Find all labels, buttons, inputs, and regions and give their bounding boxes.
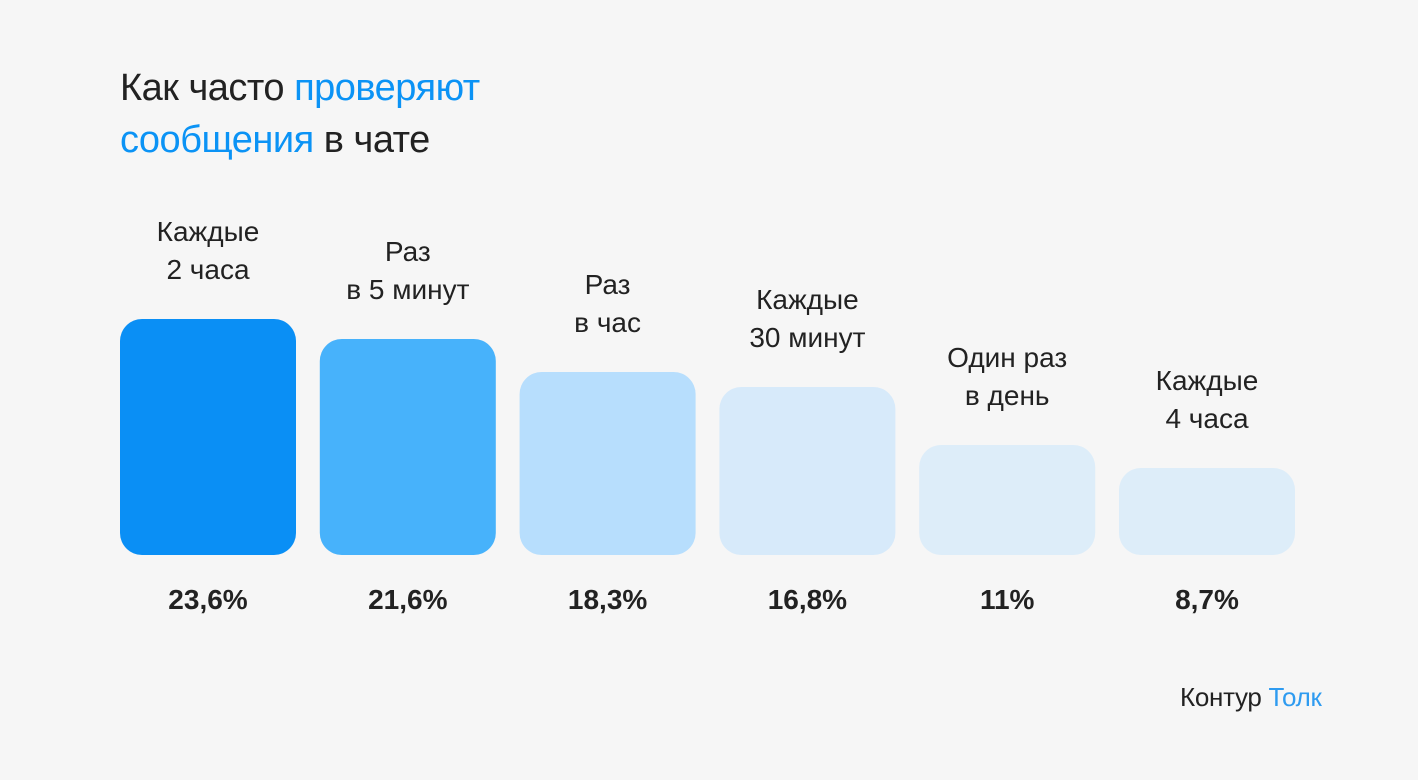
bar-2 [319,339,496,555]
category-label-3-line-1: Раз [585,269,631,300]
category-label-3-line-2: в час [574,307,641,338]
logo-product: Толк [1268,682,1322,712]
category-label-5-line-2: в день [965,380,1050,411]
bar-6 [1119,468,1295,555]
category-label-4-line-2: 30 минут [749,322,865,353]
value-label-1: 23,6% [168,584,247,615]
bar-3 [519,372,696,555]
value-label-2: 21,6% [368,584,447,615]
category-label-4-line-1: Каждые [756,284,859,315]
title-highlight-2: сообщения [120,119,314,161]
chart-title: Как часто проверяют сообщения в чате [120,62,480,166]
value-label-3: 18,3% [568,584,647,615]
title-highlight-1: проверяют [294,67,480,109]
title-part-1: Как часто [120,67,295,109]
value-label-4: 16,8% [768,584,847,615]
kontur-tolk-logo: Контур Толк [1180,682,1322,713]
category-label-2-line-2: в 5 минут [346,274,469,305]
category-label-6-line-1: Каждые [1156,365,1259,396]
category-label-1-line-1: Каждые [157,216,260,247]
logo-brand: Контур [1180,682,1262,712]
category-label-2-line-1: Раз [385,236,431,267]
bar-4 [719,387,896,555]
value-label-5: 11% [980,584,1035,615]
category-label-1-line-2: 2 часа [166,254,250,285]
bar-1 [120,319,296,555]
value-label-6: 8,7% [1175,584,1239,615]
bar-5 [919,445,1096,555]
title-part-2: в чате [313,119,430,161]
category-label-6-line-2: 4 часа [1165,403,1249,434]
category-label-5-line-1: Один раз [947,342,1067,373]
